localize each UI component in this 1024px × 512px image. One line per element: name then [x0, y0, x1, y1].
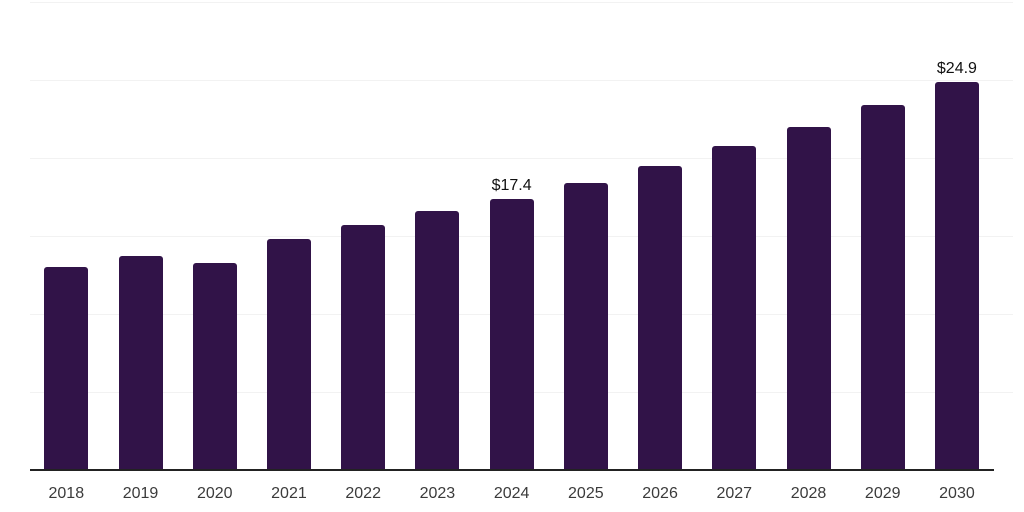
x-tick-label-2026: 2026	[642, 485, 678, 502]
bar-2022	[341, 225, 386, 470]
bar-2020	[192, 262, 237, 470]
x-axis-line	[30, 469, 994, 471]
bar-2026	[638, 165, 683, 470]
x-tick-label-2028: 2028	[790, 485, 827, 502]
bar-2030	[934, 81, 979, 470]
bar-2028	[786, 126, 831, 470]
bar-2025	[563, 182, 608, 470]
gridline	[30, 80, 1013, 81]
gridline	[30, 158, 1013, 159]
bar-2021	[266, 239, 311, 470]
bar-2018	[44, 267, 89, 470]
x-tick-label-2025: 2025	[568, 485, 604, 502]
bar-2019	[118, 256, 163, 470]
x-tick-label-2030: 2030	[939, 485, 975, 502]
bar-2027	[712, 145, 757, 470]
bar-value-label-2024: $17.4	[491, 176, 532, 194]
x-tick-label-2022: 2022	[345, 485, 381, 502]
bar-2023	[415, 211, 460, 470]
x-tick-label-2021: 2021	[271, 485, 307, 502]
x-tick-label-2018: 2018	[48, 485, 85, 502]
x-tick-label-2027: 2027	[716, 485, 753, 502]
x-tick-label-2019: 2019	[122, 485, 159, 502]
bar-2024	[489, 198, 534, 470]
x-tick-label-2029: 2029	[864, 485, 901, 502]
x-tick-label-2024: 2024	[493, 485, 530, 502]
gridline	[30, 2, 1013, 3]
bar-value-label-2030: $24.9	[936, 59, 977, 77]
x-tick-label-2023: 2023	[419, 485, 456, 502]
x-tick-label-2020: 2020	[196, 485, 233, 502]
bar-2029	[860, 104, 905, 470]
